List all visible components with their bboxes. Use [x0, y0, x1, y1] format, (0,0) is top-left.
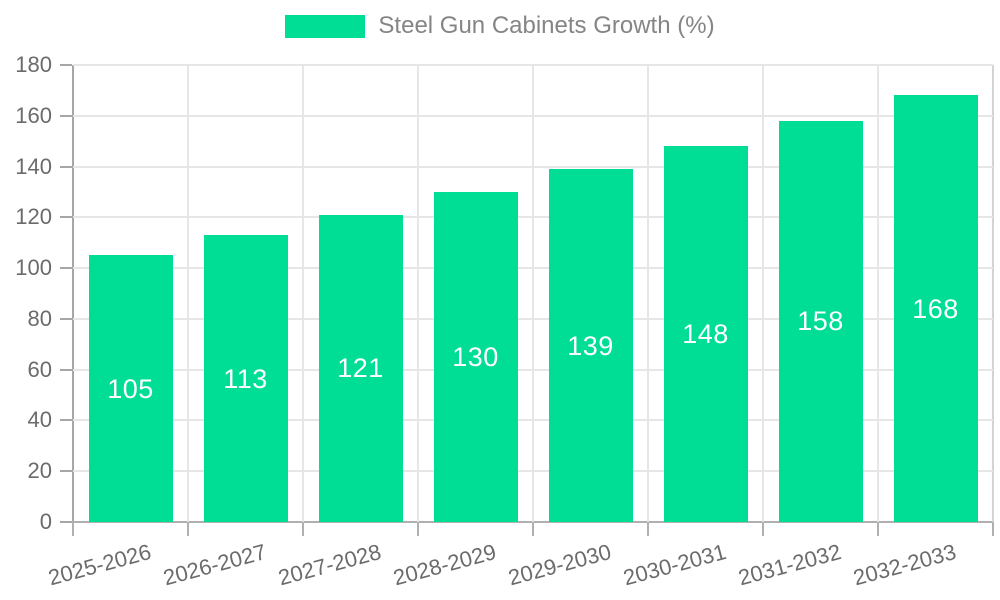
x-axis-label: 2029-2030: [505, 539, 614, 591]
y-axis-tick: [60, 216, 72, 219]
x-axis-tick: [302, 522, 304, 536]
bar[interactable]: [663, 146, 748, 522]
gridline-vertical: [532, 65, 534, 522]
y-axis-tick: [60, 368, 72, 371]
x-axis-label: 2028-2029: [390, 539, 499, 591]
bar-value-label: 105: [107, 373, 154, 404]
bar-value-label: 130: [452, 341, 499, 372]
gridline-vertical: [187, 65, 189, 522]
bar[interactable]: [548, 169, 633, 522]
bar[interactable]: [318, 214, 403, 522]
x-axis-label: 2025-2026: [45, 539, 154, 591]
y-axis-tick: [60, 419, 72, 422]
bar-value-label: 113: [223, 363, 268, 394]
bar[interactable]: [433, 191, 518, 522]
y-axis-tick-label: 20: [27, 458, 52, 484]
legend-swatch-icon: [285, 14, 366, 38]
x-axis-label: 2031-2032: [735, 539, 844, 591]
y-axis-tick: [60, 267, 72, 270]
bar-value-label: 168: [912, 293, 959, 324]
x-axis-tick: [647, 522, 649, 536]
gridline-vertical: [877, 65, 879, 522]
x-axis-label: 2030-2031: [620, 539, 729, 591]
plot-right-border: [992, 65, 994, 522]
x-axis-tick: [417, 522, 419, 536]
gridline-vertical: [302, 65, 304, 522]
y-axis-tick: [60, 521, 72, 523]
gridline-vertical: [417, 65, 419, 522]
y-axis-tick-label: 180: [15, 52, 52, 77]
x-axis-line: [61, 521, 993, 523]
y-axis-tick: [60, 317, 72, 320]
bar[interactable]: [88, 255, 173, 522]
y-axis-tick-label: 80: [27, 305, 52, 331]
x-axis-label: 2032-2033: [850, 539, 959, 591]
y-axis-tick-label: 160: [15, 102, 52, 128]
bar-value-label: 139: [567, 330, 614, 361]
bar-value-label: 158: [797, 306, 844, 337]
gridline-vertical: [647, 65, 649, 522]
y-axis-tick-label: 100: [15, 255, 52, 281]
x-axis-tick: [992, 522, 994, 536]
y-axis-tick-label: 140: [15, 153, 52, 179]
bar[interactable]: [778, 120, 863, 522]
x-axis-label: 2026-2027: [160, 539, 269, 591]
y-axis-line: [72, 65, 74, 522]
y-axis-tick-label: 60: [27, 356, 52, 382]
x-axis-tick: [877, 522, 879, 536]
bar-value-label: 148: [682, 319, 729, 350]
x-axis-tick: [762, 522, 764, 536]
bar-value-label: 121: [337, 353, 384, 384]
x-axis-tick: [72, 522, 74, 536]
gridline-vertical: [762, 65, 764, 522]
y-axis-tick-label: 120: [15, 204, 52, 230]
x-axis-label: 2027-2028: [275, 539, 384, 591]
x-axis-tick: [187, 522, 189, 536]
y-axis-tick-label: 0: [39, 509, 52, 534]
y-axis-tick: [60, 64, 72, 66]
bar[interactable]: [893, 95, 978, 522]
y-axis-tick: [60, 114, 72, 117]
legend[interactable]: Steel Gun Cabinets Growth (%): [0, 12, 1000, 39]
x-axis-tick: [532, 522, 534, 536]
y-axis-tick: [60, 165, 72, 168]
y-axis-tick-label: 40: [27, 407, 52, 433]
plot-area: 105 113 121 130 139 148 158 168: [73, 64, 993, 522]
bar[interactable]: [203, 235, 288, 522]
legend-label: Steel Gun Cabinets Growth (%): [378, 12, 715, 39]
y-axis-tick: [60, 470, 72, 473]
